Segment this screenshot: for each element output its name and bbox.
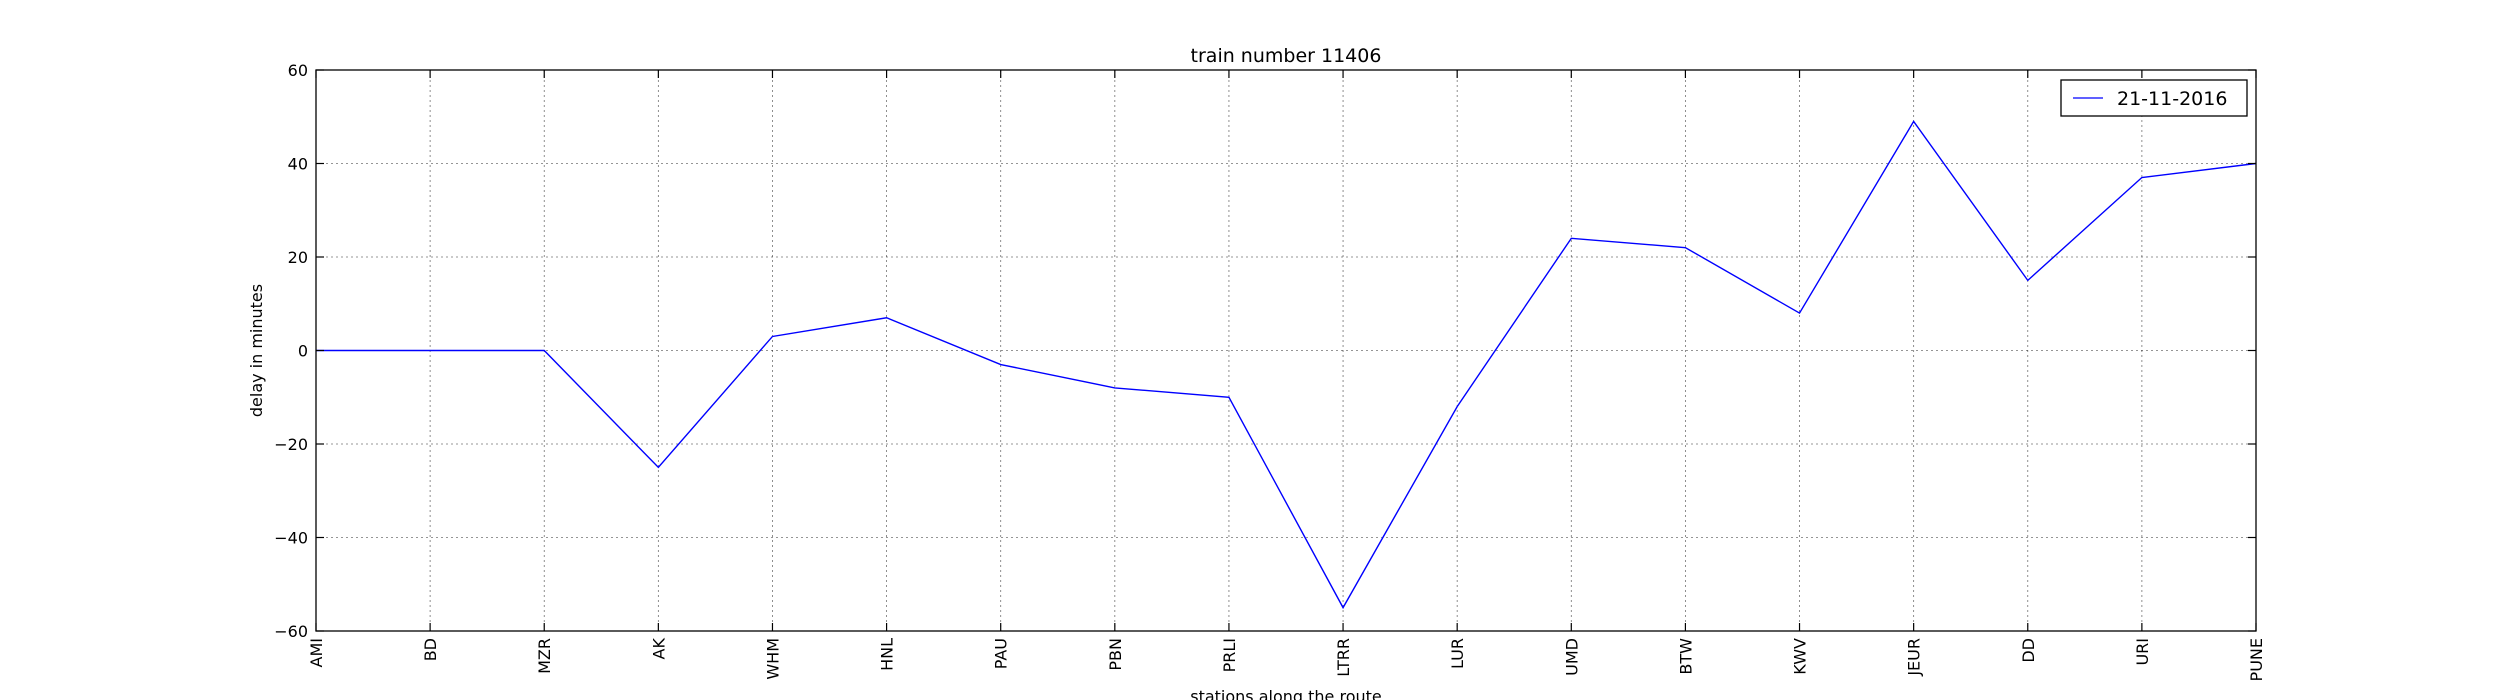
x-tick-label: WHM: [763, 638, 782, 680]
x-tick-label: LUR: [1448, 638, 1467, 669]
x-tick-label: KWV: [1791, 638, 1810, 675]
x-tick-label: BTW: [1676, 638, 1695, 675]
x-tick-label: PUNE: [2247, 638, 2266, 681]
series-lines: [316, 120, 2257, 610]
grid-lines: [316, 70, 2256, 631]
legend-label: 21-11-2016: [2117, 88, 2227, 110]
y-tick-label: 0: [298, 342, 308, 361]
x-tick-label: PRLI: [1220, 638, 1239, 672]
x-tick-label: LTRR: [1334, 638, 1353, 677]
y-tick-label: 60: [288, 61, 308, 80]
y-tick-labels: 60 40 20 0 −20 −40 −60: [274, 61, 308, 641]
x-tick-label: AMI: [307, 638, 326, 667]
x-tick-label: DD: [2019, 638, 2038, 663]
y-tick-label: −60: [274, 622, 308, 641]
y-tick-label: 40: [288, 155, 308, 174]
x-tick-label: JEUR: [1905, 638, 1924, 677]
x-tick-label: PBN: [1106, 638, 1125, 671]
axis-ticks: [315, 69, 2257, 632]
x-tick-labels: AMI BD MZR AK WHM HNL PAU PBN PRLI LTRR LUR UMD BTW K…: [307, 637, 2266, 681]
x-tick-label: BD: [421, 638, 440, 661]
y-axis-label: delay in minutes: [247, 284, 266, 417]
series-line: [316, 120, 2257, 610]
x-axis-label: stations along the route: [1190, 687, 1382, 700]
x-tick-label: URI: [2133, 638, 2152, 666]
x-tick-label: UMD: [1562, 638, 1581, 676]
chart-title: train number 11406: [1191, 45, 1382, 67]
y-tick-label: −40: [274, 529, 308, 548]
legend: 21-11-2016: [2060, 79, 2248, 117]
x-tick-label: AK: [649, 637, 668, 659]
x-tick-label: PAU: [992, 638, 1011, 669]
y-tick-label: −20: [274, 435, 308, 454]
y-tick-label: 20: [288, 248, 308, 267]
x-tick-label: MZR: [535, 638, 554, 674]
x-tick-label: HNL: [878, 638, 897, 671]
